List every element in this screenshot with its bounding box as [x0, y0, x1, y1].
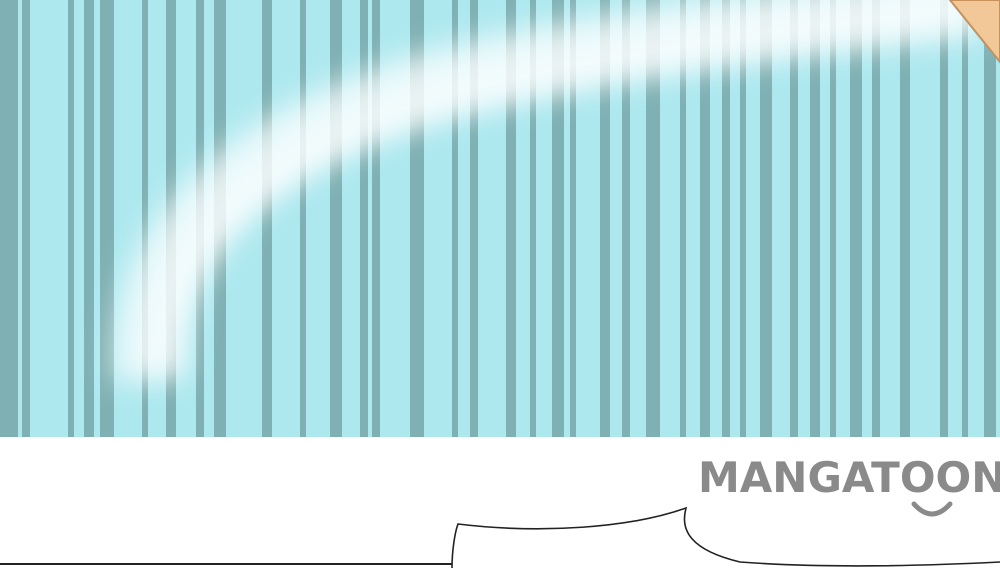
smile-icon: [911, 501, 953, 517]
speed-line: [872, 0, 880, 437]
speed-line: [372, 0, 380, 437]
speed-line: [262, 0, 272, 437]
speed-lines-art: [0, 0, 1000, 437]
speed-line: [452, 0, 458, 437]
speed-line: [940, 0, 948, 437]
speed-line: [22, 0, 30, 437]
speed-line: [984, 0, 996, 437]
speed-line: [552, 0, 564, 437]
speech-bubble-area: [0, 500, 1000, 568]
speed-line: [790, 0, 798, 437]
speed-line: [84, 0, 94, 437]
speed-line: [68, 0, 74, 437]
speed-line: [0, 0, 18, 437]
speed-line: [900, 0, 910, 437]
speed-line: [570, 0, 576, 437]
speed-line: [470, 0, 478, 437]
speed-line: [700, 0, 710, 437]
speed-line: [600, 0, 610, 437]
mangatoon-watermark: MANGATOON: [698, 452, 1000, 522]
speed-line: [360, 0, 368, 437]
speed-line: [506, 0, 516, 437]
speed-line: [722, 0, 730, 437]
speed-line: [830, 0, 836, 437]
speed-line: [680, 0, 686, 437]
speech-bubble: [0, 506, 1000, 568]
watermark-text: MANGATOON: [698, 453, 1000, 502]
speed-line: [622, 0, 630, 437]
speed-line: [100, 0, 114, 437]
speed-line: [530, 0, 536, 437]
light-arc-core: [150, 0, 982, 371]
corner-accent: [948, 0, 1000, 64]
speed-line: [300, 0, 306, 437]
speed-line: [760, 0, 772, 437]
speed-line: [850, 0, 862, 437]
speed-line: [810, 0, 820, 437]
speed-line: [646, 0, 660, 437]
speed-lines-panel: [0, 0, 1000, 437]
speed-line: [330, 0, 342, 437]
speed-line: [142, 0, 148, 437]
speed-line: [740, 0, 746, 437]
speed-line: [962, 0, 968, 437]
